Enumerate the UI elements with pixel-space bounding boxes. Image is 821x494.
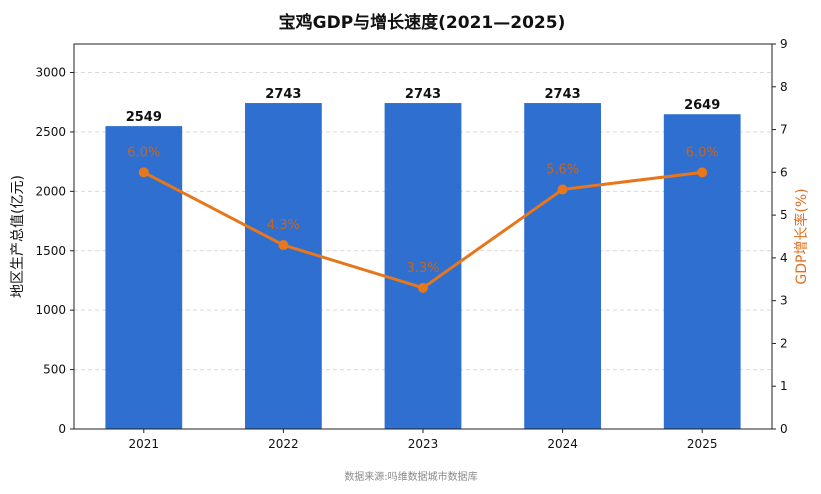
- y-tick-label: 3000: [35, 66, 66, 80]
- bar: [384, 103, 462, 429]
- chart-title: 宝鸡GDP与增长速度(2021—2025): [279, 12, 566, 33]
- y2-tick-label: 5: [780, 208, 788, 222]
- source-note: 数据来源:吗维数据城市数据库: [344, 470, 477, 483]
- line-point: [557, 184, 568, 195]
- x-tick-label: 2024: [547, 437, 578, 451]
- line-value-label: 6.0%: [127, 145, 160, 160]
- bar-value-label: 2649: [684, 98, 720, 113]
- y-axis-right-ticks: 0 1 2 3 4 5 6 7 8 9: [772, 37, 788, 436]
- y-axis-left-label: 地区生产总值(亿元): [10, 175, 26, 298]
- x-tick-label: 2021: [129, 437, 160, 451]
- x-tick-label: 2025: [687, 437, 718, 451]
- y2-tick-label: 0: [780, 422, 788, 436]
- line-point: [697, 167, 708, 178]
- bar-value-label: 2549: [126, 110, 162, 125]
- y-tick-label: 2500: [35, 125, 66, 139]
- y-axis-right-label: GDP增长率(%): [793, 188, 810, 284]
- y-tick-label: 2000: [35, 184, 66, 198]
- x-axis-ticks: 2021 2022 2023 2024 2025: [129, 429, 718, 451]
- gridlines: [74, 72, 772, 371]
- y2-tick-label: 9: [780, 37, 788, 51]
- line-point: [138, 167, 149, 178]
- line-series: [138, 167, 708, 293]
- bar-value-label: 2743: [405, 87, 441, 102]
- bar: [663, 114, 741, 429]
- y2-tick-label: 3: [780, 294, 788, 308]
- bar-series: [105, 103, 741, 430]
- bar: [524, 103, 601, 429]
- y2-tick-label: 4: [780, 251, 788, 265]
- line-point: [278, 240, 289, 251]
- line-point: [418, 282, 428, 293]
- y-tick-label: 0: [58, 422, 66, 436]
- line-value-label: 3.3%: [406, 261, 439, 276]
- y-axis-left-ticks: 0 500 1000 1500 2000 2500 3000: [35, 66, 74, 436]
- x-tick-label: 2023: [408, 437, 439, 451]
- y2-tick-label: 8: [780, 80, 788, 94]
- y-tick-label: 1500: [35, 244, 66, 258]
- line-value-label: 4.3%: [267, 218, 300, 233]
- y2-tick-label: 7: [780, 123, 788, 137]
- x-tick-label: 2022: [268, 437, 299, 451]
- bar-value-label: 2743: [265, 87, 301, 102]
- line-value-label: 5.6%: [546, 162, 579, 177]
- bar: [245, 103, 322, 429]
- line-value-label: 6.0%: [686, 145, 719, 160]
- y-tick-label: 500: [43, 363, 66, 377]
- bar-value-label: 2743: [545, 87, 581, 102]
- y-tick-label: 1000: [35, 303, 66, 317]
- y2-tick-label: 2: [780, 336, 788, 350]
- y2-tick-label: 1: [780, 379, 788, 393]
- y2-tick-label: 6: [780, 165, 788, 179]
- data-labels: 2549 2743 2743 2743 2649 6.0% 4.3% 3.3% 5.6% 6.0%: [126, 87, 721, 276]
